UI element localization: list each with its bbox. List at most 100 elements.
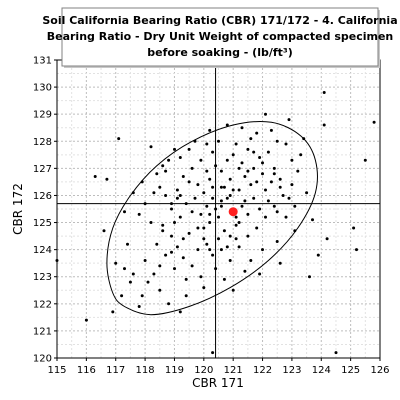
data-point xyxy=(240,126,244,130)
data-point xyxy=(219,248,223,252)
data-point xyxy=(102,229,106,233)
data-point xyxy=(161,229,165,233)
data-point xyxy=(261,248,264,252)
data-point xyxy=(190,210,194,214)
data-point xyxy=(231,288,235,292)
y-tick-label: 128 xyxy=(33,137,52,148)
x-tick-labels: 115 116 117 118 119 120 121 122 123 124 125 126 xyxy=(47,358,390,376)
data-point xyxy=(264,215,267,219)
data-point xyxy=(246,147,250,151)
data-point xyxy=(140,180,144,184)
data-point xyxy=(217,215,220,219)
data-point xyxy=(167,158,171,162)
data-point xyxy=(111,310,115,314)
data-point xyxy=(196,248,200,252)
data-point xyxy=(231,188,235,192)
data-point xyxy=(243,175,247,178)
data-point xyxy=(272,204,276,208)
x-tick-label: 117 xyxy=(106,365,125,376)
data-point xyxy=(84,318,88,322)
data-point xyxy=(225,245,229,249)
data-point xyxy=(293,229,297,233)
data-point xyxy=(202,226,206,230)
data-point xyxy=(219,185,223,189)
data-point xyxy=(269,180,273,184)
data-point xyxy=(296,169,300,173)
data-point xyxy=(208,248,212,252)
data-point xyxy=(234,215,238,219)
data-point xyxy=(237,245,241,249)
data-point xyxy=(249,137,253,141)
data-point xyxy=(311,218,314,222)
chart-title-line-1: Soil California Bearing Ratio (CBR) 171/… xyxy=(42,14,397,27)
data-point xyxy=(184,202,188,206)
data-point xyxy=(187,231,191,235)
data-point xyxy=(219,204,223,208)
data-point xyxy=(278,185,282,189)
data-point xyxy=(243,269,247,273)
y-tick-label: 124 xyxy=(33,245,52,256)
y-axis-title: CBR 172 xyxy=(11,183,25,235)
data-point xyxy=(196,226,200,230)
data-point xyxy=(161,223,165,227)
data-point xyxy=(211,185,215,189)
data-point xyxy=(143,259,147,262)
data-point xyxy=(222,229,226,233)
data-point xyxy=(214,164,218,168)
data-point xyxy=(266,150,270,154)
data-point xyxy=(173,147,176,151)
data-point xyxy=(178,215,182,219)
data-point xyxy=(261,172,264,176)
y-tick-label: 123 xyxy=(33,272,52,283)
data-point xyxy=(246,234,250,238)
data-point xyxy=(237,221,241,224)
data-point xyxy=(225,196,229,200)
x-axis-title: CBR 171 xyxy=(192,376,244,390)
data-point xyxy=(287,196,291,200)
data-point xyxy=(363,158,367,162)
data-point xyxy=(199,212,203,216)
data-point xyxy=(193,139,197,143)
data-point xyxy=(170,207,173,211)
data-point xyxy=(287,118,291,122)
data-point xyxy=(205,204,209,208)
data-point xyxy=(299,153,303,157)
x-tick-label: 123 xyxy=(282,365,301,376)
data-point xyxy=(243,199,247,203)
data-point xyxy=(114,261,118,265)
y-tick-label: 129 xyxy=(33,110,52,121)
data-point xyxy=(131,272,135,276)
data-point xyxy=(120,294,124,298)
data-point xyxy=(249,259,253,262)
x-tick-label: 121 xyxy=(224,365,243,376)
data-point xyxy=(355,248,358,252)
data-point xyxy=(131,191,135,195)
x-tick-label: 119 xyxy=(165,365,184,376)
y-tick-label: 120 xyxy=(33,354,52,365)
data-point xyxy=(272,166,276,170)
y-tick-label: 131 xyxy=(33,56,52,67)
data-point xyxy=(249,183,253,187)
data-point xyxy=(252,166,256,170)
x-tick-label: 124 xyxy=(312,365,331,376)
data-point xyxy=(372,120,376,124)
data-point xyxy=(255,226,259,230)
grid xyxy=(56,59,381,359)
data-point xyxy=(281,194,285,197)
data-point xyxy=(352,226,356,230)
data-point xyxy=(252,150,256,154)
data-point xyxy=(293,204,297,208)
data-point xyxy=(175,196,179,200)
data-point xyxy=(123,267,126,271)
data-point xyxy=(137,305,141,308)
highlight-point xyxy=(228,207,238,217)
data-point xyxy=(284,142,288,146)
data-point xyxy=(269,128,273,132)
data-point xyxy=(205,142,209,146)
data-point xyxy=(202,286,206,290)
data-point xyxy=(214,267,218,271)
data-point xyxy=(237,166,241,170)
data-point xyxy=(158,264,162,268)
data-point xyxy=(178,310,182,314)
data-point xyxy=(240,161,244,165)
